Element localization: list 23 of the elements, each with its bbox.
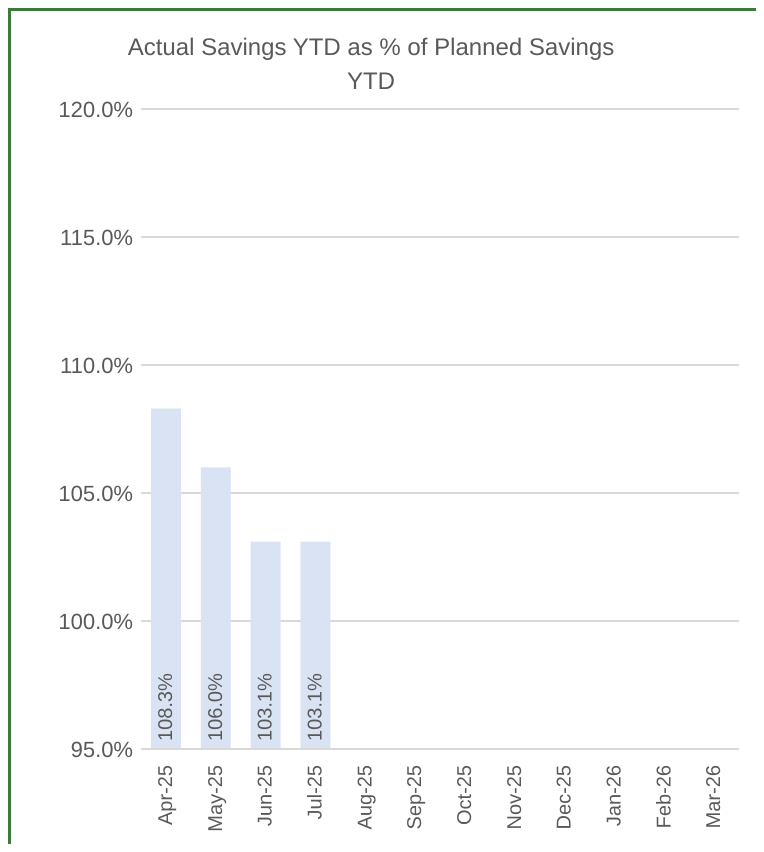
y-tick-label: 110.0% xyxy=(60,352,133,378)
x-tick-label: May-25 xyxy=(204,765,227,832)
x-tick-label: Feb-26 xyxy=(653,765,676,828)
data-label: 103.1% xyxy=(304,672,326,741)
x-tick-label: Dec-25 xyxy=(554,765,576,830)
y-tick-label: 95.0% xyxy=(70,736,133,762)
y-tick-label: 120.0% xyxy=(58,96,133,122)
x-tick-label: Oct-25 xyxy=(454,765,476,826)
data-label: 106.0% xyxy=(204,672,227,741)
y-tick-label: 105.0% xyxy=(58,480,133,506)
x-tick-label: Apr-25 xyxy=(154,765,177,826)
y-tick-label: 115.0% xyxy=(60,224,133,250)
data-label: 108.3% xyxy=(154,672,177,741)
x-tick-label: Jul-25 xyxy=(304,765,326,820)
x-tick-label: Sep-25 xyxy=(404,765,426,830)
x-tick-label: Mar-26 xyxy=(703,765,726,828)
data-label: 103.1% xyxy=(254,672,277,741)
x-tick-label: Jun-25 xyxy=(254,765,277,826)
x-tick-label: Jan-26 xyxy=(603,765,626,826)
x-tick-label: Aug-25 xyxy=(354,765,376,830)
x-tick-label: Nov-25 xyxy=(504,765,526,830)
chart-title: Actual Savings YTD as % of Planned Savings YTD xyxy=(128,34,614,95)
y-tick-label: 100.0% xyxy=(58,608,133,634)
